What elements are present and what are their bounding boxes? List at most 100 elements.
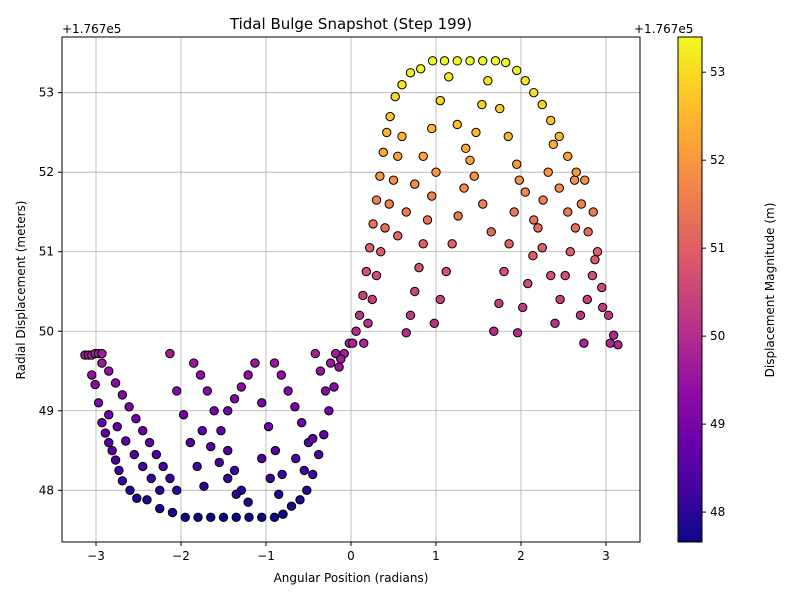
data-point bbox=[315, 366, 326, 376]
data-point bbox=[410, 286, 420, 297]
data-point bbox=[422, 215, 433, 225]
colorbar-ticks: 48 49 50 51 52 53 bbox=[702, 65, 725, 519]
data-point bbox=[499, 266, 509, 277]
data-point bbox=[195, 370, 206, 380]
x-tick-label: 1 bbox=[432, 549, 440, 563]
data-point bbox=[529, 215, 539, 225]
data-point bbox=[314, 449, 324, 460]
data-point bbox=[206, 512, 216, 523]
data-point bbox=[376, 247, 386, 257]
data-point bbox=[308, 433, 318, 444]
data-point bbox=[550, 318, 560, 328]
data-point bbox=[365, 243, 375, 253]
data-point bbox=[244, 512, 254, 523]
data-point bbox=[104, 410, 114, 420]
data-point bbox=[283, 386, 293, 396]
colorbar-offset-label: +1.767e5 bbox=[634, 22, 693, 36]
data-point bbox=[478, 56, 488, 66]
data-point bbox=[209, 406, 219, 416]
data-point bbox=[512, 159, 522, 169]
x-axis-label: Angular Position (radians) bbox=[274, 571, 429, 585]
x-tick-label: −2 bbox=[172, 549, 190, 563]
data-point bbox=[414, 262, 424, 273]
data-point bbox=[206, 441, 216, 452]
data-point bbox=[269, 358, 280, 368]
data-point bbox=[276, 370, 286, 380]
data-point bbox=[319, 429, 329, 440]
data-point bbox=[165, 348, 175, 359]
data-point bbox=[538, 195, 548, 205]
data-point bbox=[155, 503, 165, 514]
data-point bbox=[543, 167, 553, 177]
data-point bbox=[223, 473, 233, 484]
data-point bbox=[185, 437, 196, 448]
data-point bbox=[125, 485, 135, 496]
data-point bbox=[580, 175, 590, 185]
data-point bbox=[397, 131, 407, 142]
data-point bbox=[197, 425, 207, 436]
data-point bbox=[363, 318, 373, 328]
x-axis-ticks: −3 −2 −1 0 1 2 3 bbox=[87, 542, 610, 563]
data-point bbox=[555, 294, 565, 305]
data-point bbox=[325, 358, 336, 368]
data-point bbox=[520, 76, 530, 86]
data-point bbox=[582, 294, 592, 305]
data-point bbox=[444, 72, 454, 82]
data-point bbox=[146, 473, 156, 484]
data-point bbox=[354, 310, 365, 321]
data-point bbox=[613, 340, 623, 350]
data-point bbox=[216, 425, 226, 436]
data-point bbox=[110, 378, 121, 388]
data-point bbox=[382, 127, 392, 138]
data-point bbox=[278, 509, 288, 519]
colorbar-label: Displacement Magnitude (m) bbox=[763, 203, 777, 378]
data-point bbox=[155, 485, 165, 496]
data-point bbox=[546, 115, 556, 126]
data-point bbox=[483, 76, 493, 86]
colorbar-tick-label: 50 bbox=[710, 329, 725, 343]
data-point bbox=[405, 310, 416, 321]
data-point bbox=[263, 421, 274, 432]
data-point bbox=[494, 298, 504, 309]
data-point bbox=[172, 485, 182, 496]
data-point bbox=[453, 211, 463, 221]
data-point bbox=[514, 175, 524, 185]
data-point bbox=[554, 131, 564, 142]
data-point bbox=[518, 302, 528, 313]
data-point bbox=[97, 418, 107, 428]
data-point bbox=[608, 330, 619, 340]
data-point bbox=[431, 167, 441, 177]
data-point bbox=[229, 394, 240, 404]
data-point bbox=[231, 512, 241, 523]
data-point bbox=[528, 251, 538, 261]
data-point bbox=[548, 139, 558, 150]
data-point bbox=[158, 461, 168, 472]
data-point bbox=[495, 103, 505, 114]
data-point bbox=[110, 455, 121, 465]
data-point bbox=[329, 382, 339, 392]
data-point bbox=[418, 151, 428, 161]
data-point bbox=[297, 418, 307, 428]
data-point bbox=[571, 167, 581, 177]
data-point bbox=[193, 512, 203, 523]
data-point bbox=[590, 254, 600, 265]
data-point bbox=[427, 123, 437, 134]
data-point bbox=[104, 366, 114, 376]
data-point bbox=[274, 489, 284, 499]
data-point bbox=[384, 199, 394, 209]
data-point bbox=[138, 425, 148, 436]
data-point bbox=[270, 445, 281, 456]
y-tick-label: 52 bbox=[39, 165, 54, 179]
y-tick-label: 53 bbox=[39, 86, 54, 100]
data-point bbox=[588, 207, 598, 217]
data-point bbox=[452, 56, 462, 66]
data-point bbox=[151, 449, 162, 460]
data-point bbox=[277, 469, 287, 480]
data-point bbox=[243, 370, 253, 380]
data-point bbox=[416, 64, 426, 74]
data-point bbox=[257, 512, 267, 523]
data-point bbox=[348, 338, 358, 348]
data-point bbox=[563, 207, 573, 217]
data-point bbox=[367, 294, 377, 305]
data-point bbox=[579, 338, 589, 348]
